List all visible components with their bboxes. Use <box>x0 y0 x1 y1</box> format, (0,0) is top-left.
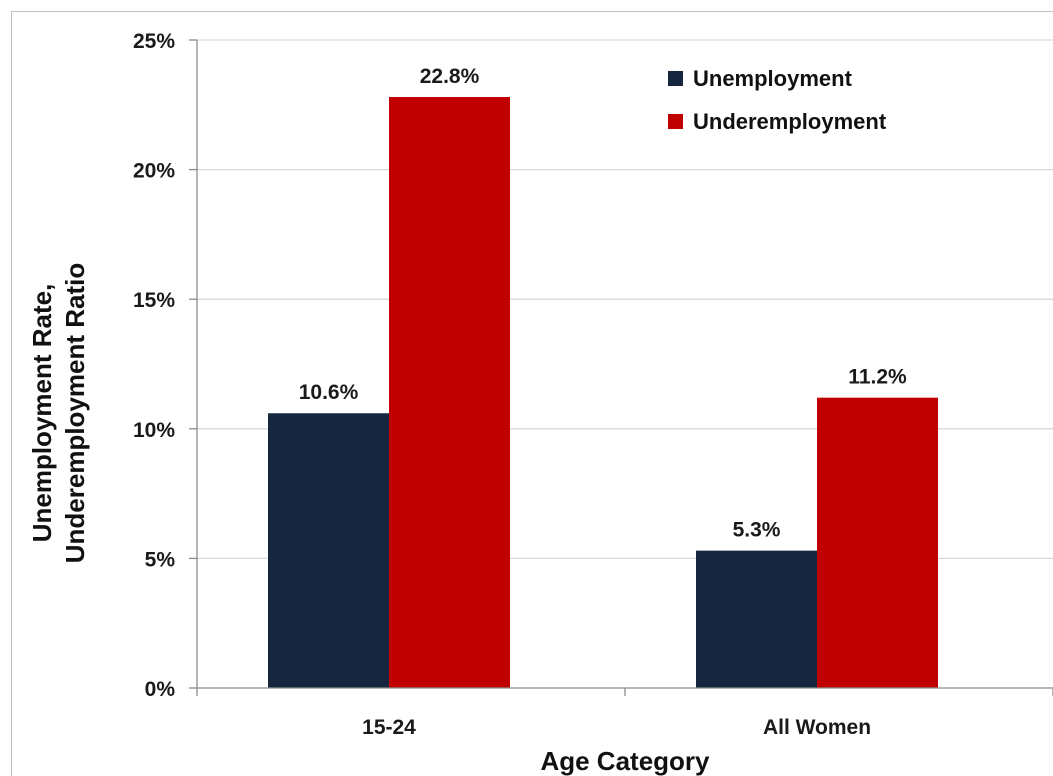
x-tick-label: 15-24 <box>362 716 416 739</box>
data-label: 10.6% <box>299 381 359 404</box>
legend-label-unemployment: Unemployment <box>693 66 853 91</box>
legend-swatch-underemployment <box>668 114 683 129</box>
data-label: 5.3% <box>733 519 781 542</box>
y-tick-label: 15% <box>133 289 175 312</box>
y-tick-label: 25% <box>133 30 175 53</box>
x-axis-title: Age Category <box>540 746 710 776</box>
y-tick-label: 10% <box>133 419 175 442</box>
y-tick-label: 20% <box>133 160 175 183</box>
x-tick-labels: 15-24 All Women <box>362 716 871 739</box>
bars <box>268 97 938 689</box>
bar-unemployment-1 <box>696 550 817 688</box>
bar-unemployment-0 <box>268 413 389 688</box>
data-labels: 10.6% 22.8% 5.3% 11.2% <box>299 65 907 542</box>
data-label: 11.2% <box>848 366 907 389</box>
y-tick-labels: 0% 5% 10% 15% 20% 25% <box>133 30 175 701</box>
y-axis-title-line-2: Underemployment Ratio <box>60 263 90 564</box>
legend: Unemployment Underemployment <box>668 66 887 134</box>
y-tick-label: 5% <box>145 548 176 571</box>
x-tick-label: All Women <box>763 716 871 739</box>
y-tick-label: 0% <box>145 678 176 701</box>
axes <box>189 39 1053 696</box>
legend-swatch-unemployment <box>668 71 683 86</box>
y-axis-title-line-1: Unemployment Rate, <box>27 284 57 543</box>
legend-label-underemployment: Underemployment <box>693 109 887 134</box>
bar-underemployment-0 <box>389 97 510 689</box>
bar-underemployment-1 <box>817 397 938 688</box>
data-label: 22.8% <box>420 65 480 88</box>
